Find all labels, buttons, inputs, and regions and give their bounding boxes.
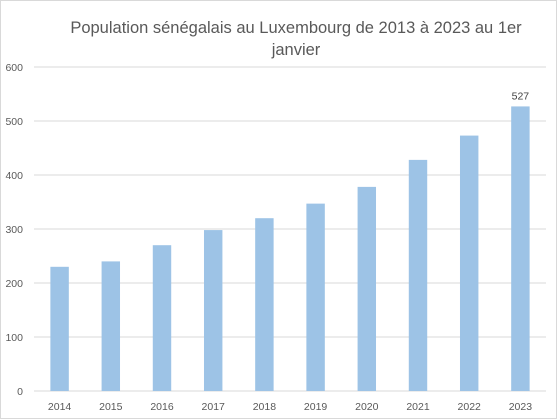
y-tick-label: 200 — [5, 278, 23, 290]
data-label: 527 — [512, 90, 530, 102]
y-tick-label: 0 — [17, 386, 23, 398]
y-tick-label: 600 — [5, 62, 23, 74]
bar-2020 — [357, 186, 377, 391]
y-tick-label: 300 — [5, 224, 23, 236]
x-tick-label: 2022 — [458, 401, 482, 413]
y-tick-label: 400 — [5, 170, 23, 182]
bar-2019 — [306, 203, 325, 391]
chart-title: Population sénégalais au Luxembourg de 2… — [70, 19, 522, 59]
y-tick-label: 100 — [5, 332, 23, 344]
bar-2016 — [152, 245, 172, 391]
x-tick-label: 2017 — [202, 401, 226, 413]
bar-2021 — [408, 159, 428, 391]
x-tick-label: 2020 — [355, 401, 379, 413]
bar-layer — [50, 106, 530, 392]
bar-2023 — [511, 106, 530, 392]
bar-2018 — [255, 218, 274, 391]
bar-2022 — [459, 135, 479, 391]
x-tick-label: 2023 — [509, 401, 533, 413]
x-tick-label: 2014 — [48, 401, 72, 413]
bar-2015 — [101, 261, 121, 391]
x-tick-label: 2019 — [304, 401, 328, 413]
bar-2017 — [203, 230, 223, 391]
label-layer: 0 100 200 300 400 500 600 2014 2015 2016 2017 2018 2… — [5, 62, 532, 413]
x-tick-label: 2015 — [99, 401, 123, 413]
x-tick-label: 2018 — [253, 401, 277, 413]
y-tick-label: 500 — [5, 116, 23, 128]
x-tick-label: 2021 — [406, 401, 430, 413]
x-tick-label: 2016 — [150, 401, 174, 413]
bar-2014 — [50, 266, 69, 391]
